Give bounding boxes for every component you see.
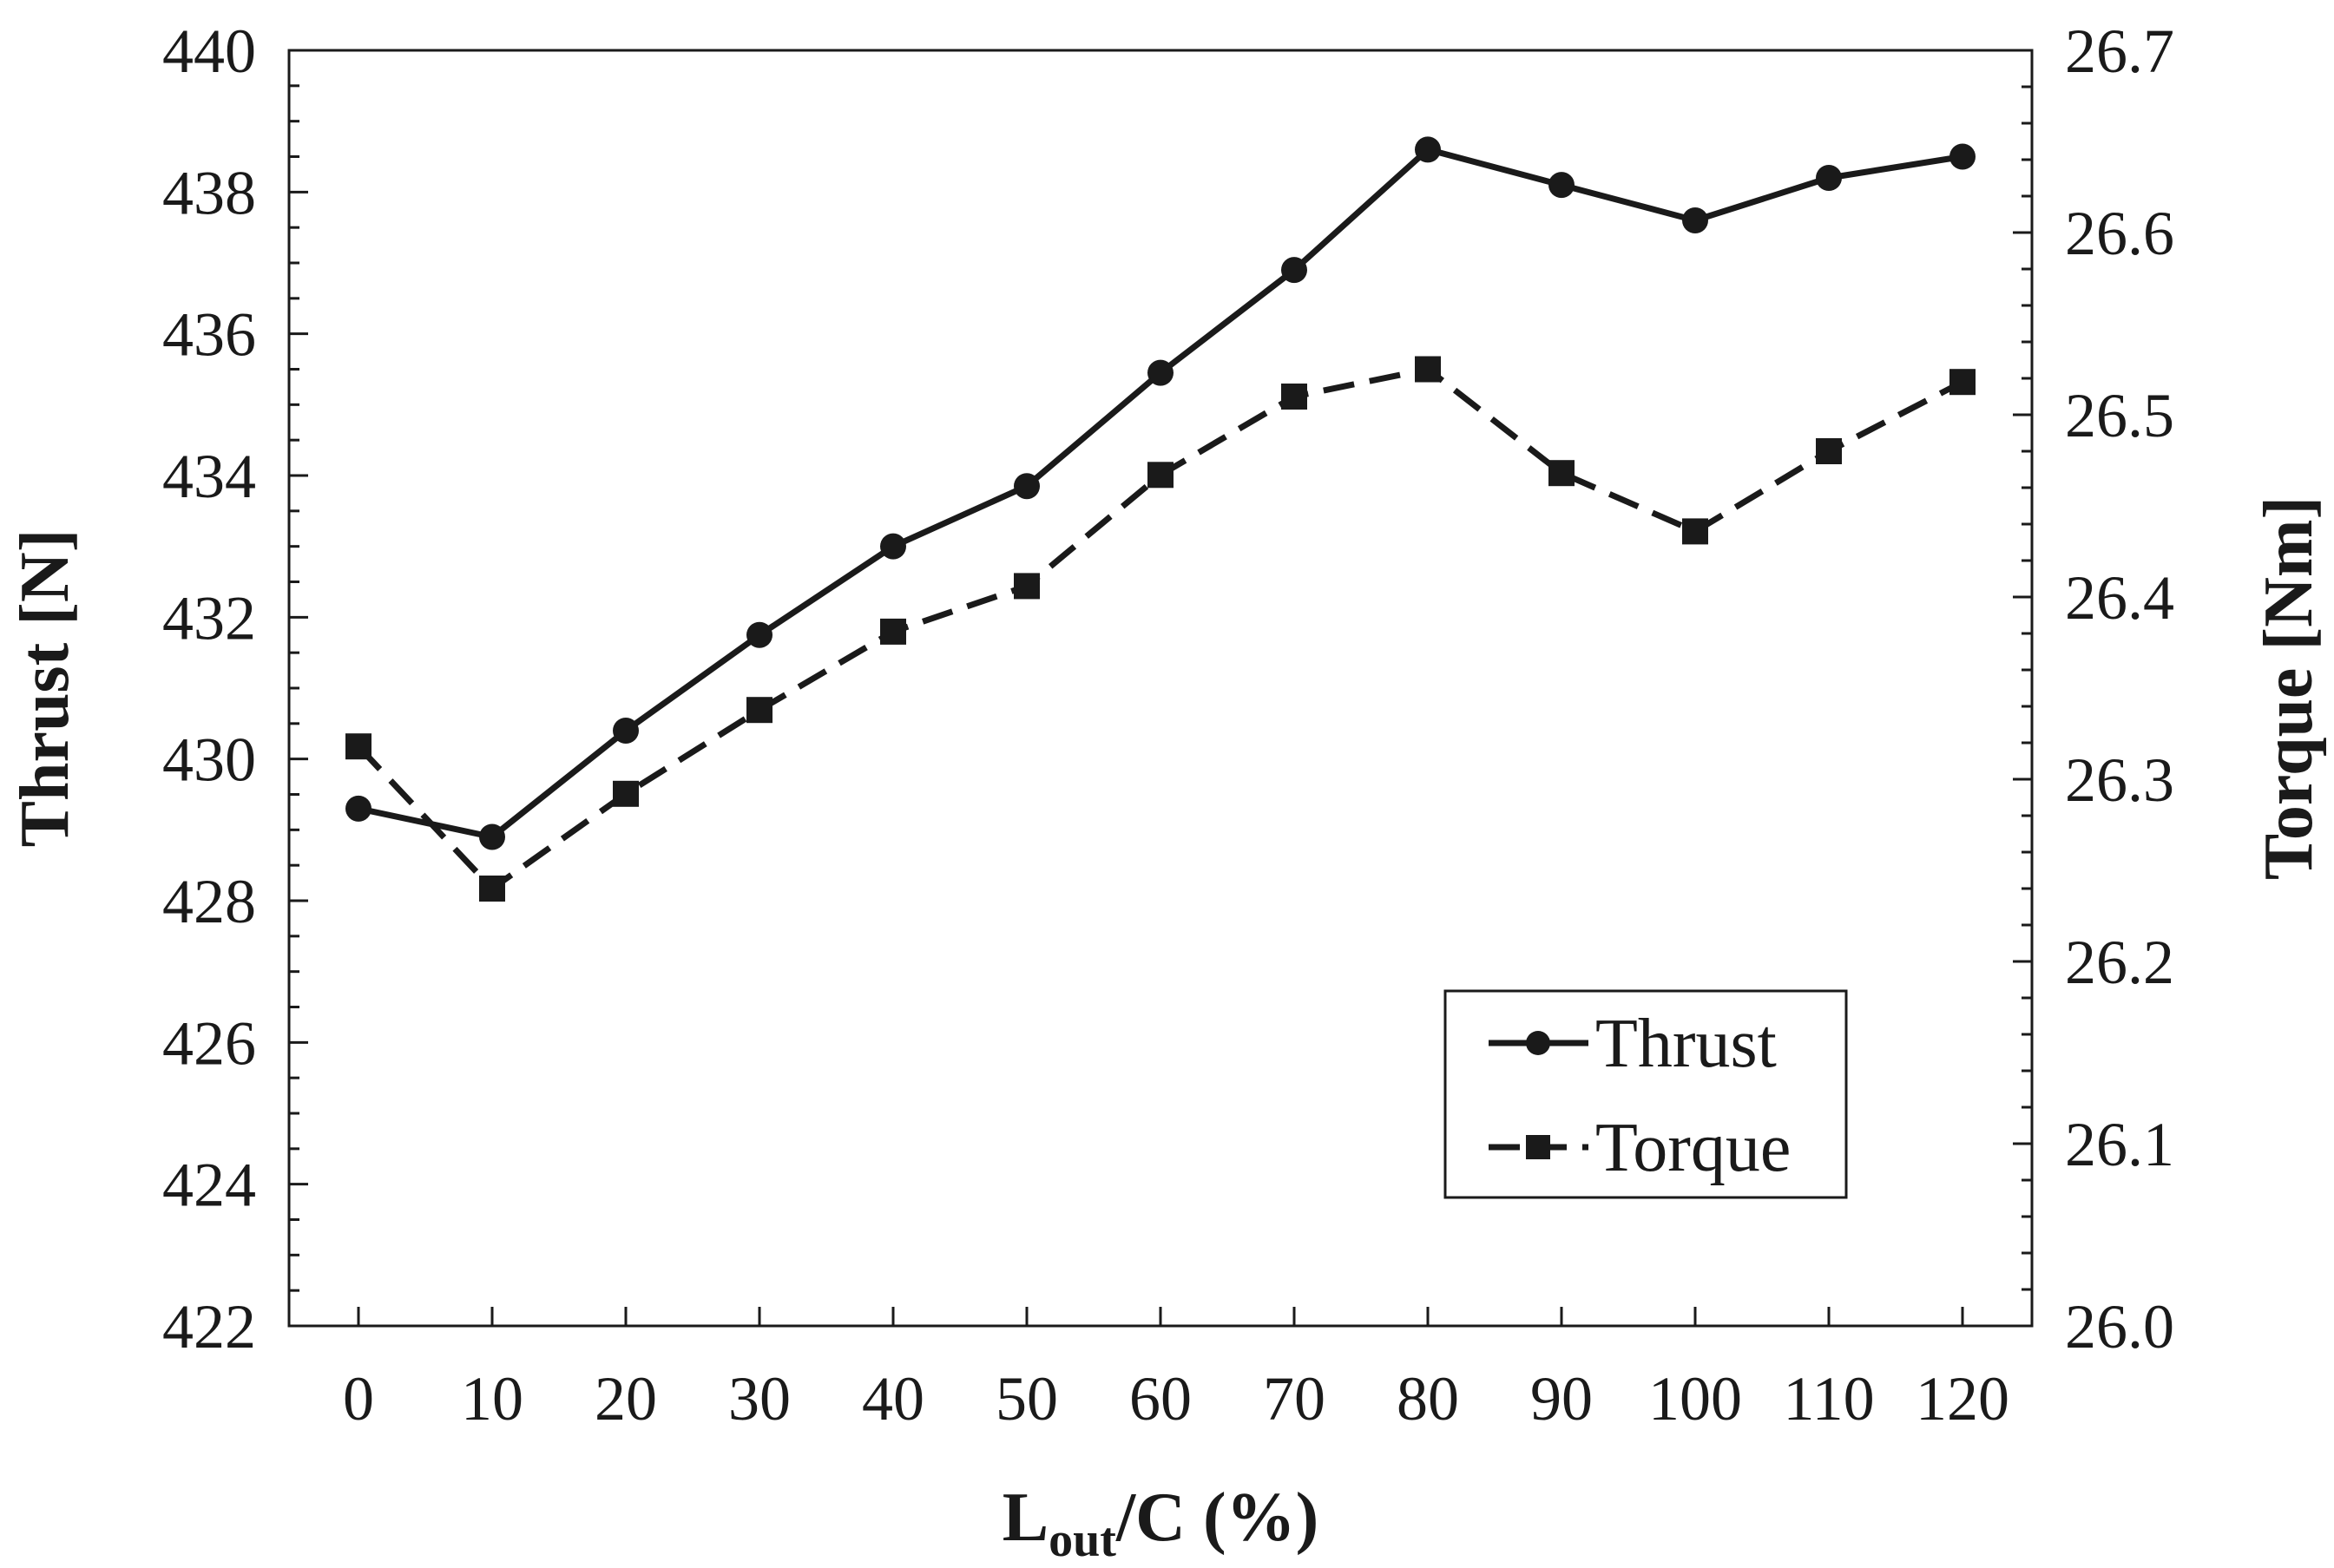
thrust-point <box>345 795 371 822</box>
y-right-tick-label: 26.1 <box>2065 1110 2174 1179</box>
thrust-point <box>1949 143 1976 170</box>
x-tick-label: 30 <box>728 1364 791 1434</box>
x-tick-label: 90 <box>1530 1364 1593 1434</box>
y-right-tick-label: 26.0 <box>2065 1292 2174 1361</box>
y-right-tick-label: 26.7 <box>2065 16 2174 86</box>
y-right-axis-title: Torque [Nm] <box>2251 496 2327 880</box>
series-layer <box>345 136 1976 902</box>
y-left-tick-label: 440 <box>162 16 256 86</box>
torque-point <box>1014 573 1040 600</box>
thrust-point <box>479 823 505 850</box>
x-tick-label: 60 <box>1129 1364 1192 1434</box>
torque-point <box>1415 356 1441 383</box>
x-tick-label: 80 <box>1397 1364 1459 1434</box>
y-left-tick-label: 436 <box>162 300 256 370</box>
x-axis-title-main: L <box>1003 1479 1049 1556</box>
x-axis-title: Lout/C (%) <box>1003 1479 1318 1567</box>
legend-torque-label: Torque <box>1595 1110 1791 1186</box>
torque-series-line <box>356 366 1964 892</box>
thrust-point <box>746 621 773 648</box>
y-left-tick-label: 426 <box>162 1008 256 1078</box>
torque-point <box>1147 462 1174 489</box>
thrust-point <box>1147 359 1174 386</box>
x-tick-label: 50 <box>996 1364 1058 1434</box>
y-right-tick-label: 26.6 <box>2065 199 2174 268</box>
legend-torque-marker <box>1526 1135 1550 1159</box>
torque-point <box>1281 384 1307 410</box>
legend-thrust-marker <box>1526 1031 1550 1055</box>
legend: Thrust Torque <box>1443 989 1848 1199</box>
torque-point <box>345 733 371 760</box>
thrust-point <box>1415 136 1441 163</box>
y-right-tick-label: 26.3 <box>2065 745 2174 815</box>
torque-point <box>1682 518 1708 545</box>
torque-point <box>1949 369 1976 396</box>
y-left-tick-label: 428 <box>162 867 256 936</box>
x-tick-label: 120 <box>1916 1364 2009 1434</box>
x-axis-title-rest: /C (%) <box>1115 1479 1318 1556</box>
y-right-tick-label: 26.4 <box>2065 563 2174 633</box>
thrust-point <box>1548 172 1575 199</box>
y-right-tick-label: 26.2 <box>2065 928 2174 997</box>
legend-thrust-label: Thrust <box>1595 1006 1777 1082</box>
torque-point <box>1816 438 1842 464</box>
x-tick-label: 20 <box>595 1364 657 1434</box>
torque-point <box>479 876 505 902</box>
labels-layer: 422 424 426 428 430 432 434 436 438 440 26.0 26.1 26… <box>162 16 2174 1434</box>
x-tick-label: 100 <box>1648 1364 1742 1434</box>
y-left-tick-label: 438 <box>162 158 256 227</box>
y-left-tick-label: 432 <box>162 583 256 653</box>
y-left-tick-label: 430 <box>162 725 256 795</box>
torque-point <box>880 618 906 645</box>
x-axis-title-subscript: out <box>1049 1513 1116 1567</box>
y-left-tick-label: 422 <box>162 1292 256 1361</box>
thrust-point <box>1281 257 1307 284</box>
x-tick-label: 10 <box>461 1364 523 1434</box>
torque-point <box>1548 460 1575 487</box>
y-left-axis-title: Thrust [N] <box>7 529 83 848</box>
x-tick-label: 0 <box>343 1364 374 1434</box>
thrust-point <box>1816 165 1842 191</box>
x-tick-label: 40 <box>862 1364 924 1434</box>
thrust-point <box>1682 207 1708 233</box>
y-right-tick-label: 26.5 <box>2065 381 2174 450</box>
x-tick-label: 110 <box>1783 1364 1874 1434</box>
thrust-series-line <box>358 146 1963 840</box>
torque-point <box>613 780 639 807</box>
torque-point <box>746 697 773 724</box>
thrust-point <box>613 718 639 744</box>
thrust-point <box>1014 473 1040 500</box>
legend-box <box>1443 989 1848 1199</box>
thrust-point <box>880 533 906 560</box>
y-left-tick-label: 424 <box>162 1151 256 1220</box>
y-left-tick-label: 434 <box>162 442 256 511</box>
x-tick-label: 70 <box>1263 1364 1325 1434</box>
ticks-layer <box>289 49 2032 1328</box>
